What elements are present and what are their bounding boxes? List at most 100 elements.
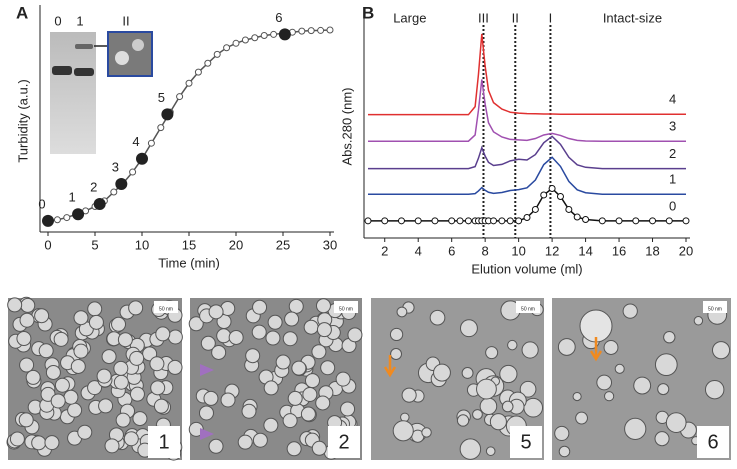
point-label: 1: [68, 190, 75, 205]
marker: [548, 184, 556, 192]
particle: [501, 400, 514, 413]
x-tick-label: 0: [44, 237, 51, 252]
scale-box: [516, 301, 540, 313]
particle: [155, 326, 171, 342]
particle: [302, 387, 318, 403]
scale-box: [703, 301, 727, 313]
particle: [291, 360, 307, 376]
y-axis-label: Abs.280 (nm): [339, 87, 354, 165]
particle: [654, 431, 670, 447]
particle: [572, 391, 582, 402]
series-line: [368, 156, 686, 196]
particle: [129, 386, 145, 402]
marker: [498, 217, 506, 225]
particle: [203, 390, 219, 406]
legend-label: 4: [669, 92, 676, 107]
particle: [20, 297, 36, 313]
particle: [88, 314, 104, 330]
particle: [63, 389, 79, 405]
particle: [316, 322, 332, 338]
x-tick-label: 20: [229, 237, 243, 252]
particle: [485, 446, 496, 456]
particle: [303, 319, 319, 335]
marker: [448, 217, 456, 225]
particle: [104, 438, 120, 454]
legend-label: 1: [669, 172, 676, 187]
particle: [315, 298, 331, 314]
reference-label: III: [478, 10, 489, 25]
x-tick-label: 5: [91, 237, 98, 252]
particle: [624, 417, 647, 440]
micrograph: 50 nm 2: [188, 298, 363, 460]
marker: [241, 36, 249, 44]
particle: [149, 356, 165, 372]
particle: [456, 414, 470, 427]
particle: [604, 391, 615, 402]
arrow: [589, 337, 603, 362]
scale-box: [154, 301, 178, 313]
particle: [31, 435, 47, 451]
gel-band: [75, 44, 93, 49]
x-tick-label: 12: [545, 243, 559, 258]
particle: [50, 393, 66, 409]
particle: [241, 403, 257, 419]
particle: [18, 412, 34, 428]
x-tick-label: 15: [182, 237, 196, 252]
particle: [167, 359, 183, 375]
particle: [479, 397, 498, 416]
particle: [113, 374, 129, 390]
particle: [252, 432, 268, 448]
sample-point: [161, 108, 174, 121]
particle: [287, 390, 303, 406]
particle: [421, 427, 432, 438]
x-tick-label: 6: [448, 243, 455, 258]
particle: [19, 312, 35, 328]
particle: [400, 412, 410, 423]
marker: [565, 205, 573, 213]
marker: [523, 213, 531, 221]
annotation: Intact-size: [603, 10, 662, 25]
marker: [157, 124, 165, 132]
particle: [132, 39, 144, 51]
particle: [507, 339, 518, 351]
marker: [317, 26, 325, 34]
marker: [251, 34, 259, 42]
marker: [213, 50, 221, 58]
particle: [521, 341, 539, 359]
reference-label: II: [512, 10, 519, 25]
label-box: [697, 426, 729, 458]
marker: [506, 217, 514, 225]
panel-letter: B: [362, 3, 374, 22]
x-tick-label: 2: [381, 243, 388, 258]
inset-lane: 0: [54, 13, 61, 28]
marker: [298, 27, 306, 35]
marker: [531, 205, 539, 213]
micrograph-label: 2: [338, 431, 349, 453]
sample-point: [136, 152, 148, 165]
arrowhead: [200, 364, 214, 376]
particle: [115, 51, 129, 65]
marker: [598, 217, 606, 225]
marker: [573, 213, 581, 221]
marker: [260, 32, 268, 40]
particle: [188, 316, 204, 332]
particle: [489, 413, 507, 431]
particle: [123, 431, 139, 447]
particle: [77, 424, 93, 440]
x-tick-label: 10: [135, 237, 149, 252]
particle: [320, 360, 336, 376]
particle: [19, 357, 35, 373]
marker: [490, 217, 498, 225]
x-tick-label: 8: [482, 243, 489, 258]
x-tick-label: 25: [276, 237, 290, 252]
marker: [431, 217, 439, 225]
marker: [582, 215, 590, 223]
x-axis-label: Elution volume (ml): [471, 261, 582, 276]
sample-point: [115, 178, 128, 191]
marker: [615, 217, 623, 225]
particle: [87, 380, 103, 396]
x-tick-label: 20: [679, 243, 693, 258]
particle: [73, 310, 89, 326]
particle: [198, 405, 214, 421]
